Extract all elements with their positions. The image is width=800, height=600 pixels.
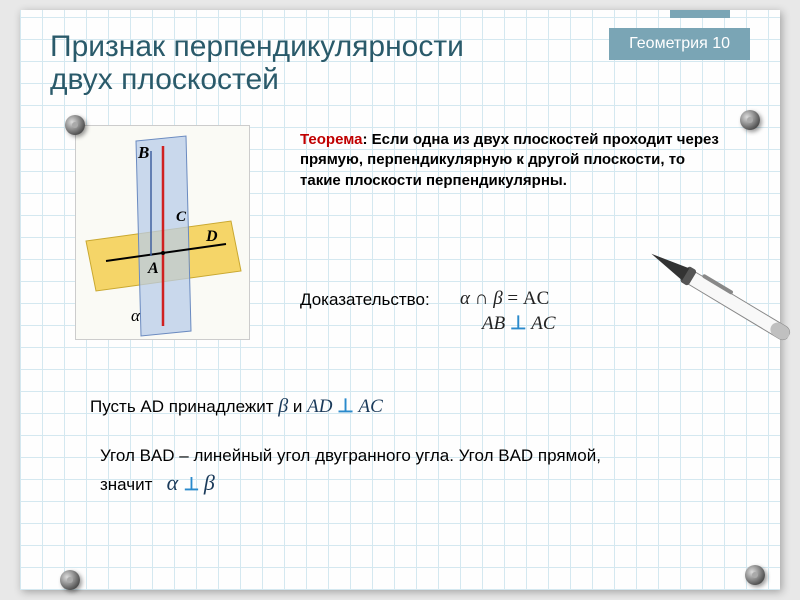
svg-text:α: α bbox=[131, 306, 141, 325]
pushpin-icon bbox=[60, 570, 80, 590]
proof-line-ad: Пусть AD принадлежит β и AD ⊥ AC bbox=[90, 395, 383, 418]
f2-lhs: AB bbox=[482, 313, 505, 334]
pushpin-icon bbox=[745, 565, 765, 585]
svg-text:B: B bbox=[137, 143, 149, 162]
proof-conclusion: Угол BAD – линейный угол двугранного угл… bbox=[100, 445, 620, 498]
beta-symbol: β bbox=[278, 395, 288, 417]
perp-symbol-2: ⊥ bbox=[332, 396, 358, 417]
top-accent bbox=[670, 10, 730, 18]
line2-and: и bbox=[288, 397, 307, 416]
page-title: Признак перпендикулярности двух плоскост… bbox=[50, 30, 464, 96]
final-formula: α ⊥ β bbox=[167, 470, 215, 495]
line2-formula: AD ⊥ AC bbox=[307, 396, 383, 417]
final-alpha: α bbox=[167, 470, 179, 495]
svg-text:A: A bbox=[147, 260, 159, 277]
title-line-1: Признак перпендикулярности bbox=[50, 30, 464, 63]
f3-rhs: AC bbox=[359, 396, 383, 417]
formula-perp-ab-ac: AB ⊥ AC bbox=[482, 312, 556, 335]
theorem-body: : Если одна из двух плоскостей проходит … bbox=[300, 131, 719, 189]
formula-intersection: α ∩ β = AC bbox=[460, 288, 549, 310]
title-line-2: двух плоскостей bbox=[50, 63, 279, 96]
line2-pre: Пусть AD принадлежит bbox=[90, 397, 278, 416]
f2-rhs: AC bbox=[531, 313, 555, 334]
f1-lhs: α ∩ β bbox=[460, 288, 503, 309]
pushpin-icon bbox=[740, 110, 760, 130]
planes-diagram: B C D A α bbox=[75, 125, 250, 340]
perp-symbol-3: ⊥ bbox=[184, 474, 204, 494]
pushpin-icon bbox=[65, 115, 85, 135]
final-beta: β bbox=[204, 470, 215, 495]
svg-text:D: D bbox=[205, 228, 218, 245]
svg-text:C: C bbox=[176, 209, 187, 225]
proof-label: Доказательство: bbox=[300, 290, 430, 310]
theorem-text: Теорема: Если одна из двух плоскостей пр… bbox=[300, 130, 720, 191]
slide: Признак перпендикулярности двух плоскост… bbox=[20, 10, 780, 590]
f1-rhs: = AC bbox=[507, 288, 549, 309]
pen-decoration bbox=[639, 232, 800, 357]
subject-badge: Геометрия 10 bbox=[609, 28, 750, 60]
f3-lhs: AD bbox=[307, 396, 332, 417]
perp-symbol-1: ⊥ bbox=[510, 313, 531, 334]
theorem-label: Теорема bbox=[300, 131, 362, 148]
